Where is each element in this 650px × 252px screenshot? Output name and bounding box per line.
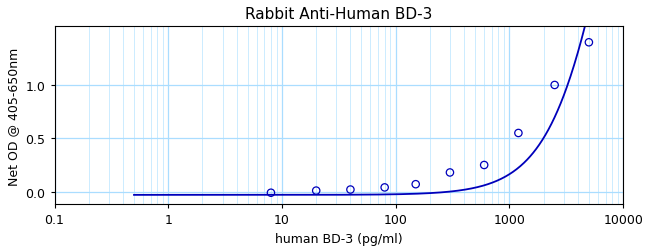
- Point: [411, 182, 421, 186]
- X-axis label: human BD-3 (pg/ml): human BD-3 (pg/ml): [275, 232, 402, 245]
- Point: [380, 186, 390, 190]
- Title: Rabbit Anti-Human BD-3: Rabbit Anti-Human BD-3: [245, 7, 432, 22]
- Y-axis label: Net OD @ 405-650nm: Net OD @ 405-650nm: [7, 47, 20, 185]
- Point: [479, 163, 489, 167]
- Point: [549, 84, 560, 88]
- Point: [445, 171, 455, 175]
- Point: [345, 188, 356, 192]
- Point: [584, 41, 594, 45]
- Point: [311, 189, 321, 193]
- Point: [266, 191, 276, 195]
- Point: [514, 132, 524, 136]
